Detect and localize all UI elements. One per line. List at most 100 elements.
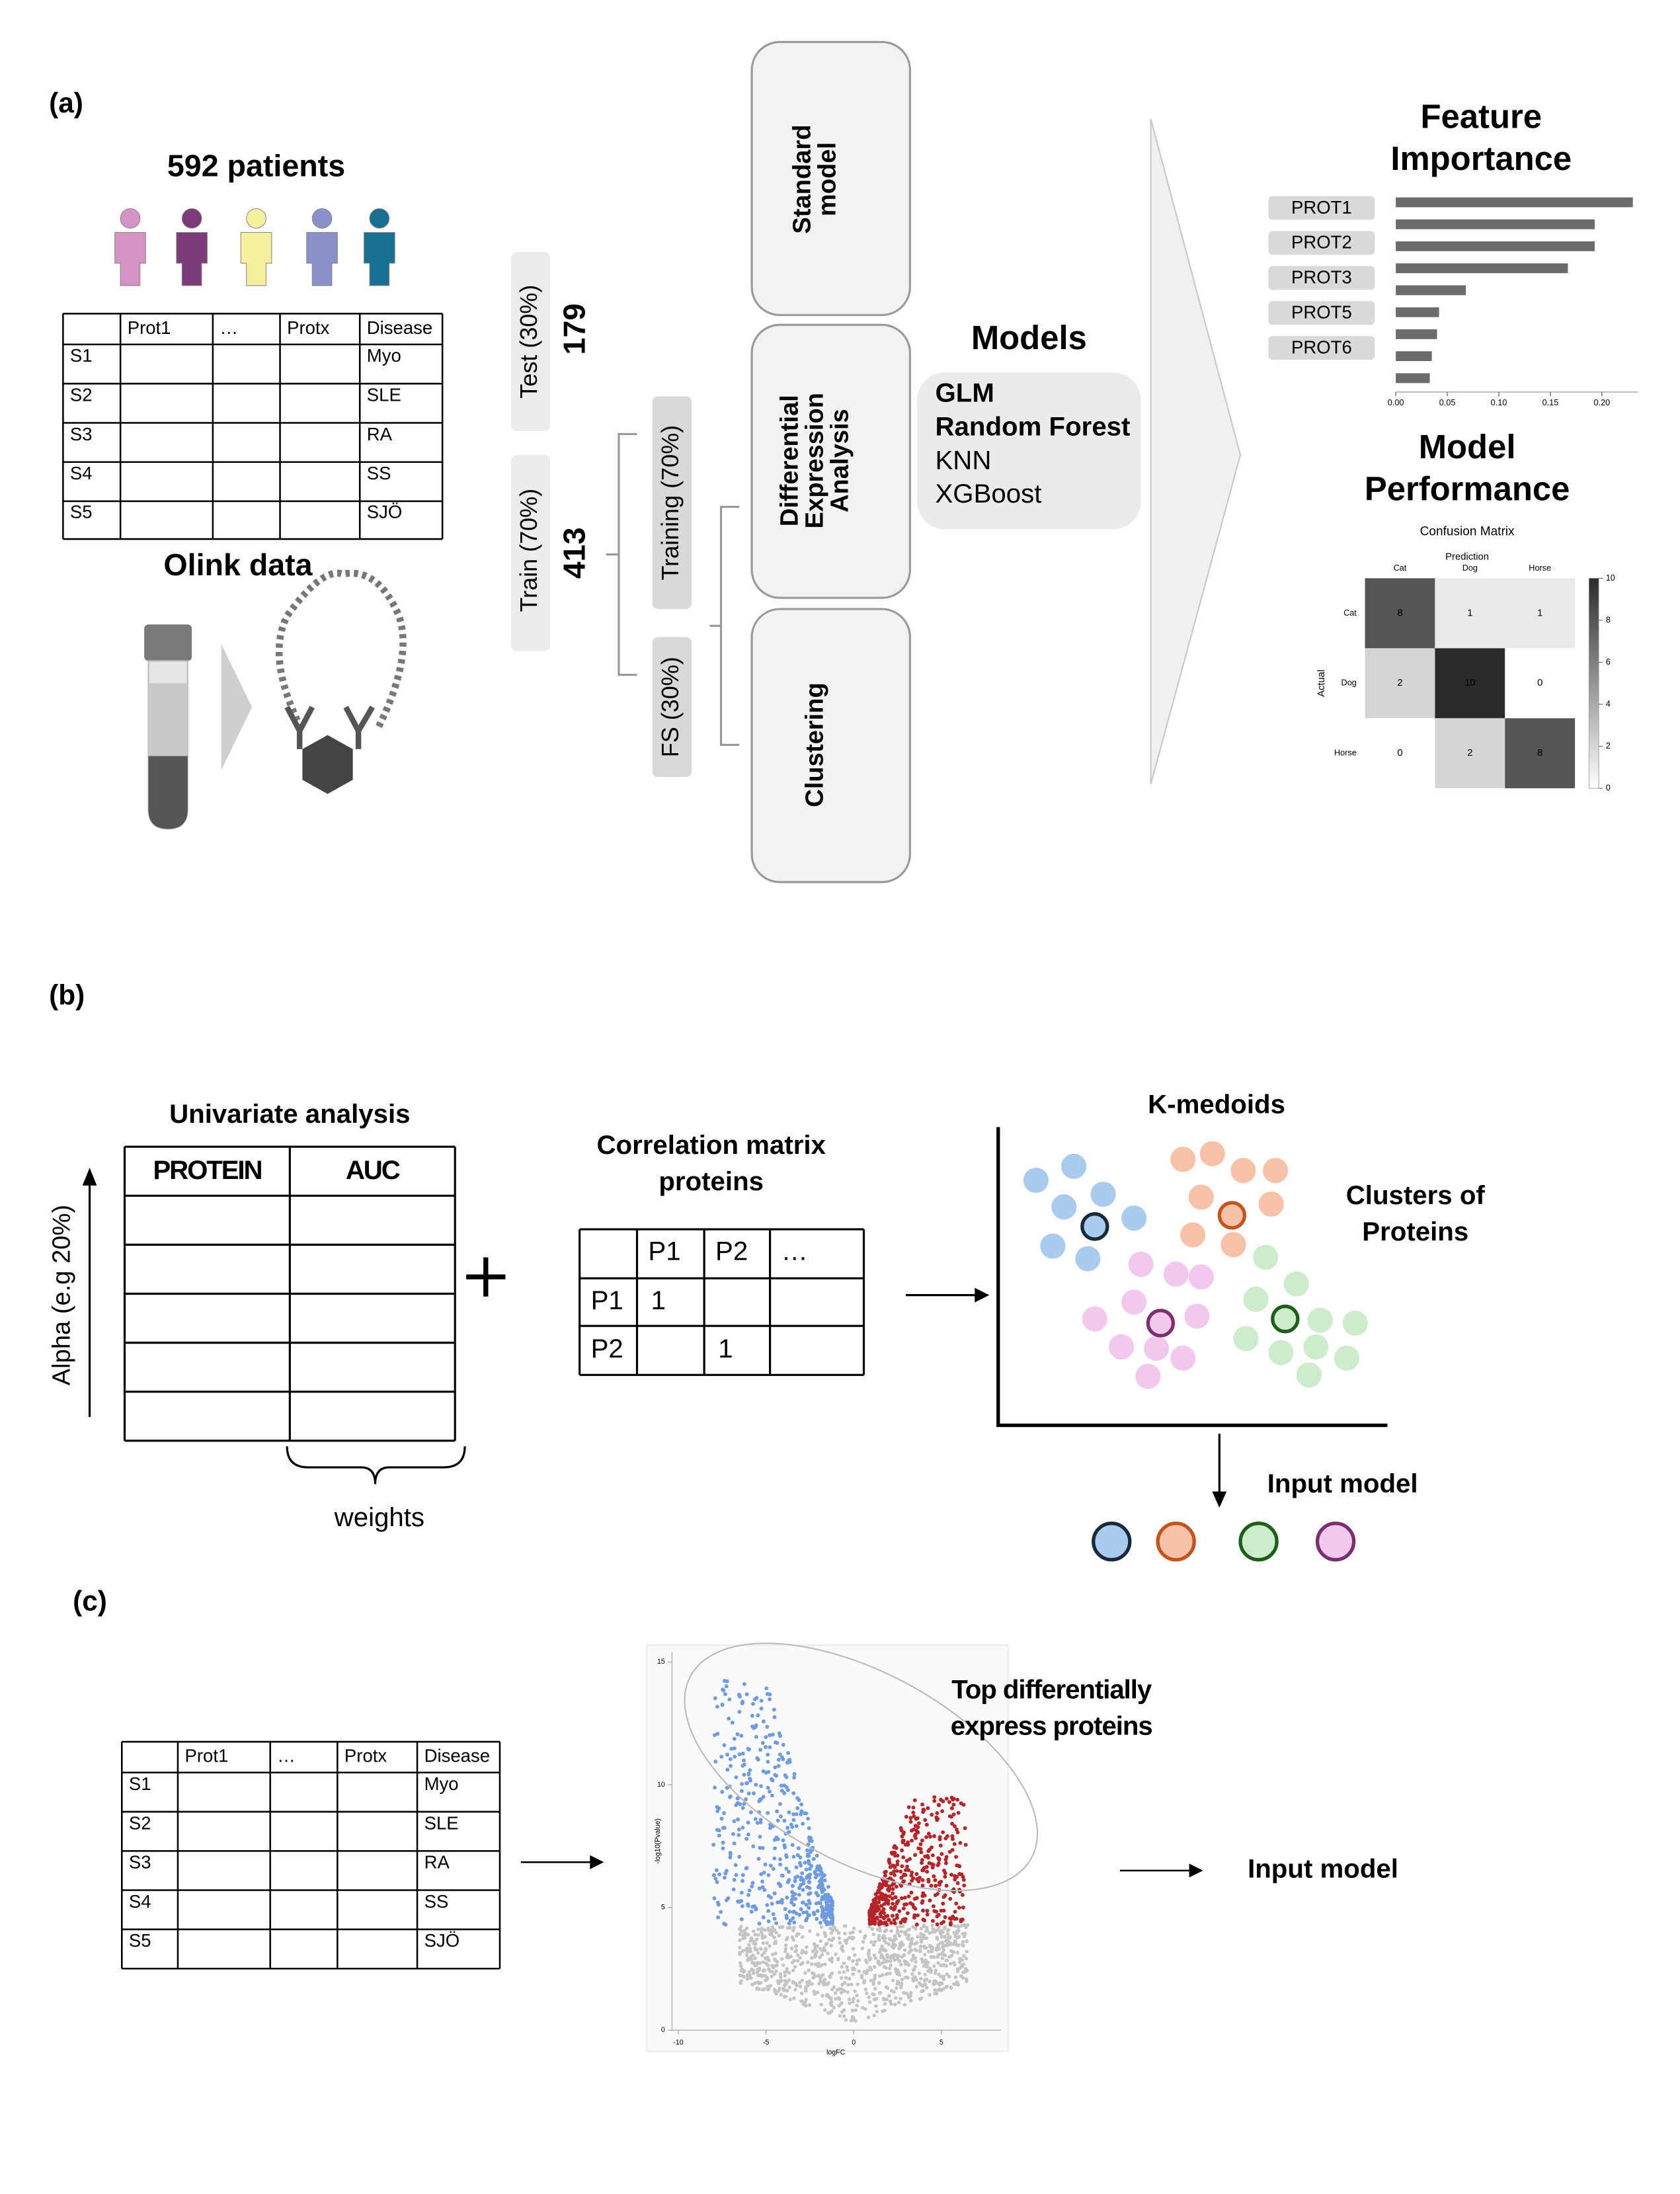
volcano-point — [812, 1972, 816, 1976]
volcano-point — [738, 1952, 742, 1957]
volcano-point — [873, 1976, 877, 1980]
volcano-point — [760, 1740, 765, 1745]
volcano-point — [793, 1896, 798, 1901]
volcano-point — [740, 1751, 745, 1756]
volcano-point — [914, 1836, 918, 1840]
person-body — [114, 231, 146, 286]
volcano-point — [922, 1936, 926, 1941]
volcano-point — [862, 1970, 866, 1974]
disease: SS — [424, 1891, 449, 1912]
volcano-point — [825, 1900, 830, 1904]
volcano-point — [748, 1947, 752, 1951]
volcano-point — [790, 1961, 795, 1965]
volcano-point — [768, 1969, 772, 1973]
volcano-point — [918, 1944, 923, 1949]
feature-pill — [1268, 301, 1375, 325]
volcano-point — [924, 1977, 929, 1982]
volcano-point — [798, 1956, 802, 1960]
volcano-point — [855, 1962, 859, 1967]
volcano-point — [820, 1972, 825, 1977]
volcano-point — [928, 1992, 932, 1997]
volcano-point — [914, 1872, 919, 1877]
volcano-point — [963, 1967, 968, 1971]
volcano-point — [776, 1818, 780, 1823]
volcano-point — [731, 1832, 735, 1836]
protein-point — [1283, 1271, 1309, 1297]
volcano-point — [793, 1988, 797, 1992]
univariate-title: Univariate analysis — [169, 1099, 410, 1129]
volcano-point — [954, 1855, 959, 1859]
volcano-point — [943, 1875, 947, 1879]
volcano-point — [768, 1745, 772, 1750]
volcano-point — [754, 1734, 758, 1739]
output-medoid — [1092, 1522, 1132, 1562]
person-body — [306, 231, 338, 286]
volcano-point — [862, 1935, 867, 1940]
volcano-point — [906, 1933, 911, 1937]
volcano-point — [914, 1960, 918, 1964]
volcano-point — [925, 1926, 929, 1930]
volcano-point — [719, 1816, 724, 1821]
weights-label: weights — [334, 1502, 424, 1532]
volcano-point — [745, 1947, 749, 1951]
volcano-point — [746, 1957, 751, 1962]
volcano-point — [737, 1833, 741, 1838]
models-title: Models — [971, 319, 1087, 356]
volcano-point — [761, 1960, 765, 1965]
volcano-point — [715, 1880, 719, 1885]
volcano-point — [761, 1719, 766, 1724]
patients-title: 592 patients — [167, 148, 345, 183]
person-body — [176, 231, 208, 286]
volcano-point — [777, 1900, 781, 1904]
column-header: … — [781, 1237, 808, 1266]
volcano-point — [775, 1809, 780, 1814]
volcano-point — [765, 1975, 769, 1980]
volcano-point — [737, 1827, 741, 1832]
volcano-point — [732, 1819, 737, 1824]
volcano-point — [866, 2015, 871, 2019]
volcano-point — [749, 1936, 754, 1940]
volcano-point — [713, 1785, 717, 1790]
volcano-point — [889, 1871, 893, 1876]
volcano-point — [935, 1935, 939, 1939]
volcano-point — [851, 2000, 855, 2004]
volcano-point — [758, 1947, 763, 1951]
volcano-point — [847, 1997, 852, 2002]
protein-point — [1303, 1334, 1329, 1360]
volcano-point — [806, 1960, 810, 1965]
volcano-point — [757, 1966, 762, 1971]
volcano-point — [791, 1902, 796, 1907]
volcano-point — [944, 1939, 948, 1943]
cm-cell — [1365, 718, 1435, 789]
volcano-point — [728, 1794, 733, 1799]
volcano-point — [830, 2009, 834, 2013]
volcano-point — [854, 2008, 858, 2012]
volcano-point — [904, 1991, 909, 1996]
volcano-point — [809, 1836, 813, 1840]
column-header: … — [277, 1746, 296, 1766]
disease: SLE — [424, 1812, 459, 1833]
volcano-point — [842, 1970, 846, 1974]
volcano-point — [920, 1838, 924, 1843]
volcano-point — [787, 1869, 791, 1874]
volcano-point — [884, 1966, 888, 1970]
volcano-point — [791, 1818, 796, 1822]
volcano-point — [853, 1953, 857, 1957]
volcano-point — [768, 1697, 772, 1701]
volcano-point — [722, 1875, 727, 1880]
volcano-point — [933, 1971, 938, 1975]
volcano-point — [803, 2000, 807, 2005]
volcano-point — [738, 1938, 742, 1942]
volcano-point — [765, 1902, 770, 1907]
volcano-point — [934, 1928, 938, 1933]
volcano-point — [820, 1913, 825, 1918]
volcano-point — [774, 1951, 778, 1955]
volcano-point — [828, 1926, 832, 1930]
volcano-point — [748, 1776, 752, 1781]
volcano-point — [877, 1920, 881, 1925]
volcano-point — [933, 1988, 937, 1992]
volcano-point — [807, 1898, 811, 1903]
volcano-point — [819, 1925, 824, 1929]
volcano-point — [794, 1824, 799, 1828]
protein-point — [1296, 1362, 1322, 1388]
